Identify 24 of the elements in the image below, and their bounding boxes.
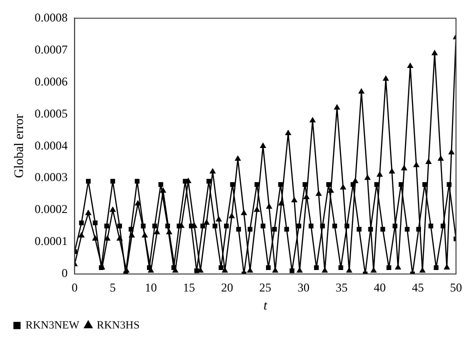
y-tick-label: 0.0004: [34, 138, 68, 152]
y-tick-label: 0.0003: [34, 170, 68, 184]
x-tick-label: 10: [144, 280, 157, 294]
y-tick-label: 0.0008: [34, 10, 68, 24]
legend-label: RKN3HS: [96, 319, 140, 332]
y-tick-label: 0.0002: [34, 202, 68, 216]
y-tick-label: 0.0001: [34, 234, 68, 248]
x-tick-label: 35: [336, 280, 348, 294]
x-tick-label: 5: [110, 280, 116, 294]
x-tick-label: 20: [221, 280, 234, 294]
x-tick-label: 15: [183, 280, 196, 294]
x-axis-title: t: [263, 298, 268, 313]
x-tick-label: 50: [450, 280, 462, 294]
legend-label: RKN3NEW: [26, 319, 80, 332]
x-tick-label: 45: [412, 280, 424, 294]
y-tick-label: 0.0006: [34, 74, 68, 88]
x-tick-label: 30: [297, 280, 310, 294]
x-tick-label: 25: [259, 280, 272, 294]
y-tick-label: 0.0007: [34, 42, 68, 56]
y-axis-title: Global error: [11, 113, 26, 178]
x-tick-label: 40: [374, 280, 386, 294]
y-tick-label: 0.0005: [34, 106, 68, 120]
y-tick-label: 0: [62, 266, 68, 280]
x-tick-label: 0: [72, 280, 78, 294]
